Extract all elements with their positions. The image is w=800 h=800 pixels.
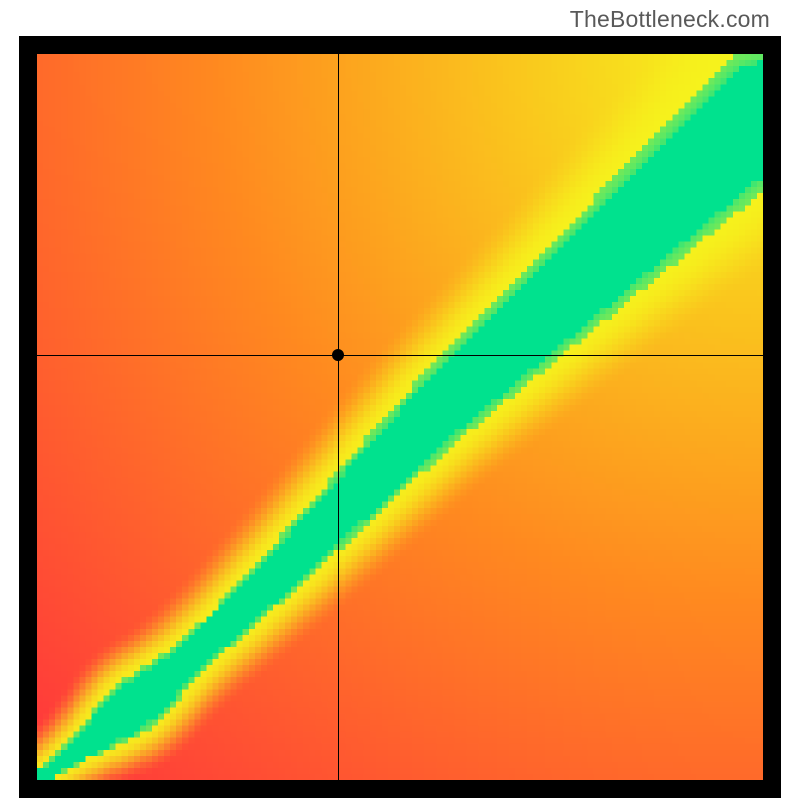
- crosshair-horizontal: [37, 355, 763, 356]
- attribution-text: TheBottleneck.com: [570, 6, 770, 33]
- chart-root: { "attribution": { "text": "TheBottlenec…: [0, 0, 800, 800]
- crosshair-marker: [332, 349, 344, 361]
- crosshair-vertical: [338, 54, 339, 780]
- heatmap-canvas: [37, 54, 763, 780]
